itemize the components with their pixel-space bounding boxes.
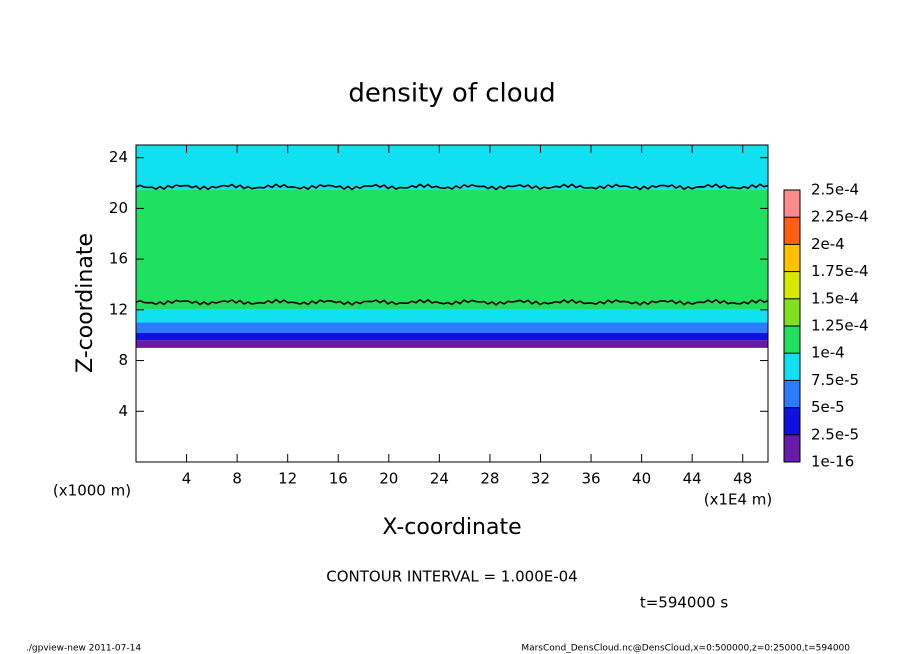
colorbar-label: 2e-4 (811, 235, 845, 253)
colorbar-swatch (784, 326, 800, 354)
x-tick-label: 12 (278, 470, 297, 488)
x-tick-label: 16 (329, 470, 348, 488)
y-tick-label: 4 (118, 402, 128, 420)
x-tick-label: 32 (531, 470, 550, 488)
x-tick-label: 20 (379, 470, 398, 488)
y-axis-label: Z-coordinate (73, 233, 98, 373)
y-tick-label: 12 (109, 300, 128, 318)
colorbar-label: 1e-16 (811, 453, 854, 471)
chart-title: density of cloud (348, 79, 555, 109)
x-tick-label: 44 (683, 470, 702, 488)
y-tick-label: 24 (109, 148, 128, 166)
x-tick-label: 28 (480, 470, 499, 488)
colorbar-swatch (784, 244, 800, 272)
contour-line (135, 298, 769, 306)
y-tick-label: 20 (109, 199, 128, 217)
x-axis-label: X-coordinate (382, 515, 521, 540)
density-band (136, 145, 768, 190)
x-tick-label: 40 (632, 470, 651, 488)
x-tick-label: 36 (581, 470, 600, 488)
colorbar-swatch (784, 407, 800, 435)
plot-frame (135, 144, 769, 463)
colorbar-label: 1.75e-4 (811, 262, 869, 280)
x-tick-label: 8 (232, 470, 242, 488)
colorbar-swatch (784, 190, 800, 218)
footer-right: MarsCond_DensCloud.nc@DensCloud,x=0:5000… (521, 644, 850, 654)
colorbar-swatch (784, 380, 800, 408)
density-band (136, 340, 768, 348)
colorbar-swatch (784, 217, 800, 245)
y-unit: (x1000 m) (53, 482, 131, 500)
colorbar-label: 2.5e-4 (811, 181, 859, 199)
x-unit: (x1E4 m) (704, 491, 773, 509)
density-band (136, 309, 768, 323)
density-band (136, 332, 768, 341)
contour-interval: CONTOUR INTERVAL = 1.000E-04 (326, 568, 577, 586)
colorbar-label: 1.5e-4 (811, 289, 859, 307)
x-tick-label: 4 (182, 470, 192, 488)
colorbar-swatch (784, 271, 800, 299)
colorbar-swatch (784, 434, 800, 462)
density-band (136, 189, 768, 310)
colorbar-label: 7.5e-5 (811, 371, 859, 389)
time-label: t=594000 s (640, 594, 728, 612)
colorbar-label: 2.25e-4 (811, 208, 869, 226)
contour-line (135, 183, 769, 191)
y-tick-label: 16 (109, 250, 128, 268)
colorbar-swatch (784, 353, 800, 381)
colorbar-label: 1.25e-4 (811, 317, 869, 335)
x-tick-label: 24 (430, 470, 449, 488)
density-band (136, 322, 768, 333)
y-tick-label: 8 (118, 351, 128, 369)
x-tick-label: 48 (733, 470, 752, 488)
colorbar-label: 1e-4 (811, 344, 845, 362)
colorbar-label: 2.5e-5 (811, 425, 859, 443)
colorbar-label: 5e-5 (811, 398, 845, 416)
footer-left: ./gpview-new 2011-07-14 (26, 644, 141, 654)
colorbar-swatch (784, 298, 800, 326)
